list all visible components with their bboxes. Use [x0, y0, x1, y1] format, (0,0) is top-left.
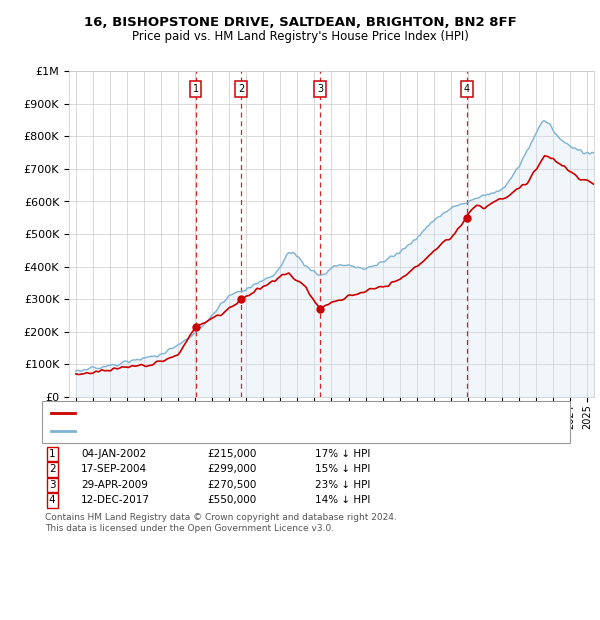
- Text: 3: 3: [49, 480, 56, 490]
- Text: 29-APR-2009: 29-APR-2009: [81, 480, 148, 490]
- Text: 4: 4: [464, 84, 470, 94]
- Text: 16, BISHOPSTONE DRIVE, SALTDEAN, BRIGHTON, BN2 8FF (detached house): 16, BISHOPSTONE DRIVE, SALTDEAN, BRIGHTO…: [79, 408, 452, 418]
- Text: This data is licensed under the Open Government Licence v3.0.: This data is licensed under the Open Gov…: [45, 524, 334, 533]
- Text: 16, BISHOPSTONE DRIVE, SALTDEAN, BRIGHTON, BN2 8FF: 16, BISHOPSTONE DRIVE, SALTDEAN, BRIGHTO…: [83, 16, 517, 29]
- Text: £299,000: £299,000: [207, 464, 256, 474]
- Text: Price paid vs. HM Land Registry's House Price Index (HPI): Price paid vs. HM Land Registry's House …: [131, 30, 469, 43]
- Point: [191, 322, 200, 332]
- Text: £270,500: £270,500: [207, 480, 256, 490]
- Text: 4: 4: [49, 495, 56, 505]
- Text: 17-SEP-2004: 17-SEP-2004: [81, 464, 147, 474]
- Text: £550,000: £550,000: [207, 495, 256, 505]
- Point: [236, 294, 246, 304]
- Text: 12-DEC-2017: 12-DEC-2017: [81, 495, 150, 505]
- Point: [462, 213, 472, 223]
- Text: 14% ↓ HPI: 14% ↓ HPI: [315, 495, 370, 505]
- Text: Contains HM Land Registry data © Crown copyright and database right 2024.: Contains HM Land Registry data © Crown c…: [45, 513, 397, 522]
- Text: 23% ↓ HPI: 23% ↓ HPI: [315, 480, 370, 490]
- Text: £215,000: £215,000: [207, 449, 256, 459]
- Text: HPI: Average price, detached house, Brighton and Hove: HPI: Average price, detached house, Brig…: [79, 427, 352, 436]
- Text: 1: 1: [193, 84, 199, 94]
- Text: 04-JAN-2002: 04-JAN-2002: [81, 449, 146, 459]
- Text: 15% ↓ HPI: 15% ↓ HPI: [315, 464, 370, 474]
- Text: 2: 2: [49, 464, 56, 474]
- Point: [315, 304, 325, 314]
- Text: 1: 1: [49, 449, 56, 459]
- Text: 2: 2: [238, 84, 244, 94]
- Text: 17% ↓ HPI: 17% ↓ HPI: [315, 449, 370, 459]
- Text: 3: 3: [317, 84, 323, 94]
